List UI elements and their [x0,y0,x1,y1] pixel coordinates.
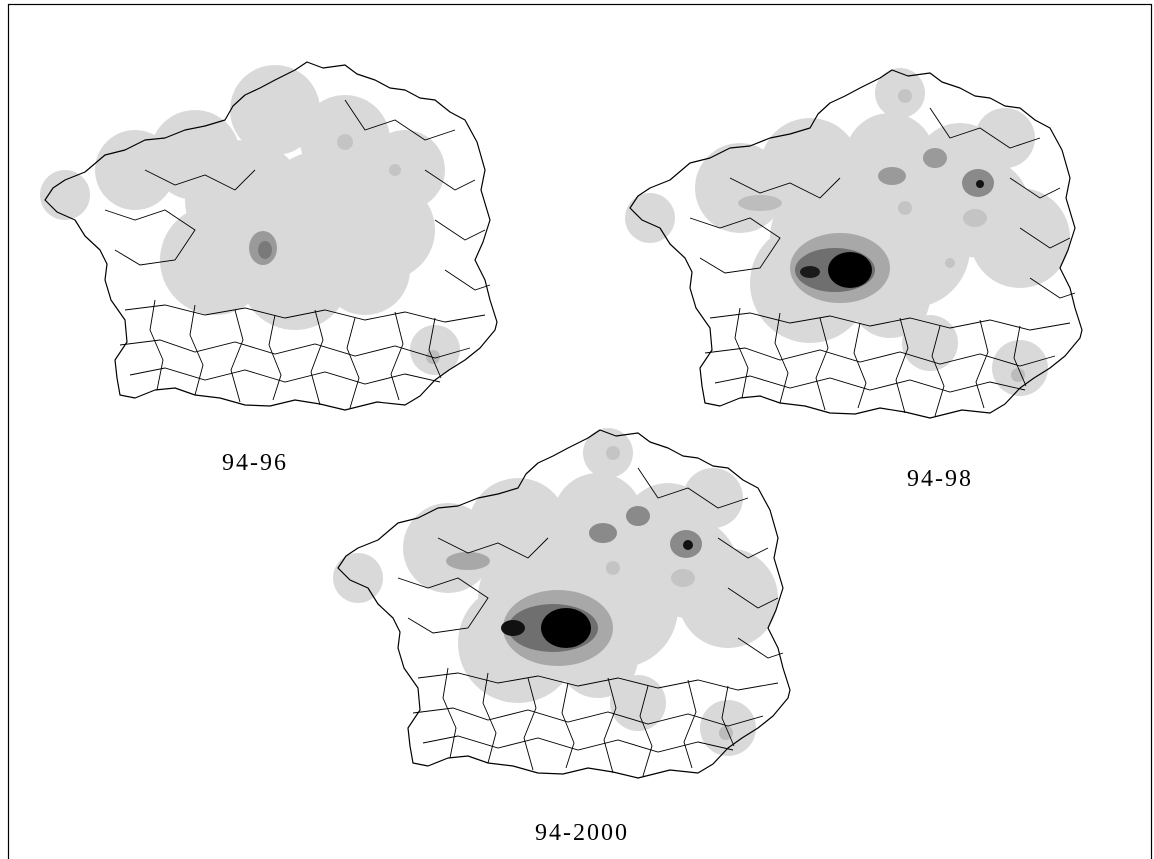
map-label: 94-98 [907,466,973,492]
map-94-96 [40,62,497,410]
figure: 94-96 94-98 94-20 [0,0,1154,859]
map-94-98 [625,68,1082,418]
map-94-2000 [333,428,790,778]
map-label: 94-96 [222,450,288,476]
map-label: 94-2000 [535,820,629,846]
